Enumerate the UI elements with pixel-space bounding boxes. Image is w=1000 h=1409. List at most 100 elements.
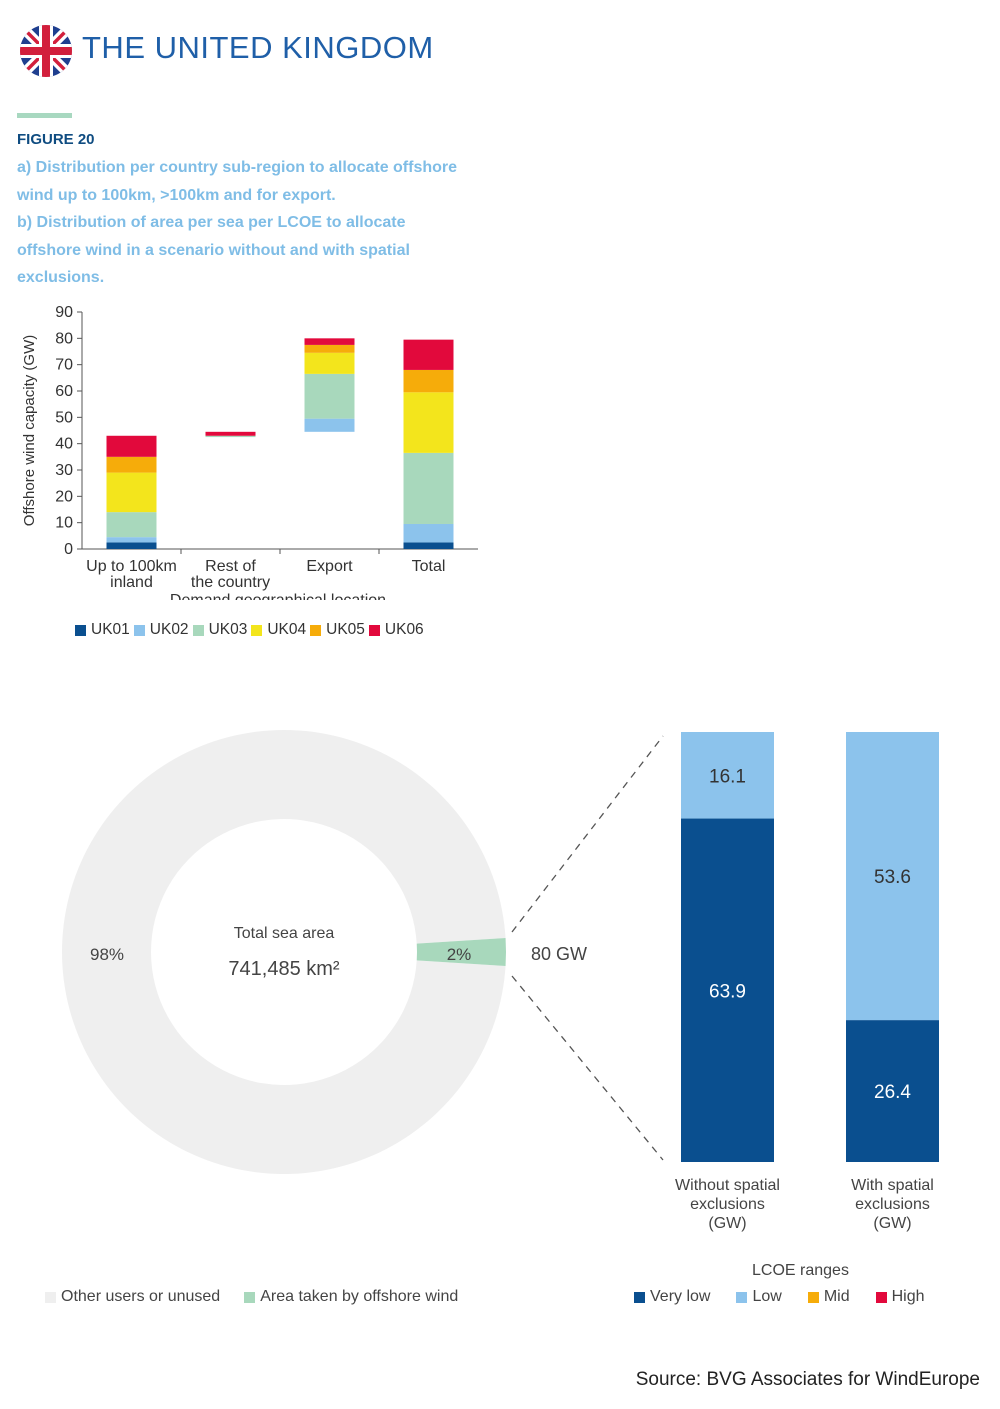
bar-segment-uk06 <box>304 338 355 345</box>
legend-label: UK02 <box>149 621 189 638</box>
caption-b-line: offshore wind in a scenario without and … <box>17 241 410 259</box>
legend-item-uk01: UK01 <box>75 621 130 639</box>
bar-segment-uk02 <box>106 537 157 543</box>
legend-item-low: Low <box>736 1288 782 1306</box>
accent-divider <box>17 113 72 118</box>
legend-item-uk05: UK05 <box>310 621 365 639</box>
legend-swatch <box>368 624 380 636</box>
legend-item-uk02: UK02 <box>133 621 189 639</box>
lcoe-data-label: 16.1 <box>709 766 746 787</box>
legend-item-uk06: UK06 <box>368 621 424 639</box>
legend-swatch <box>875 1291 887 1303</box>
caption-b-line: exclusions. <box>17 269 105 286</box>
legend-item-very-low: Very low <box>634 1288 710 1306</box>
legend-swatch <box>736 1291 748 1303</box>
lcoe-data-label: 63.9 <box>709 981 746 1002</box>
lcoe-data-label: 26.4 <box>874 1082 911 1103</box>
connector-line-bottom <box>511 975 664 1161</box>
legend-swatch <box>807 1291 819 1303</box>
y-tick-label: 70 <box>55 357 73 374</box>
lcoe-category-label: (GW) <box>873 1215 911 1232</box>
lcoe-bar-segment-low <box>681 732 774 819</box>
lcoe-legend: Very low Low Mid High <box>634 1288 925 1306</box>
donut-pct-offshore: 2% <box>447 945 472 964</box>
donut-slice-offshore <box>416 938 506 966</box>
x-tick-label: Total <box>412 558 446 575</box>
lcoe-category-label: Without spatial <box>675 1177 780 1194</box>
figure-label: FIGURE 20 <box>17 131 95 148</box>
bar-segment-uk02 <box>403 523 454 543</box>
donut-slice-other <box>61 730 506 1174</box>
y-tick-label: 20 <box>55 488 73 505</box>
x-tick-label: Export <box>306 558 353 575</box>
uk-flag-icon <box>20 25 72 77</box>
legend-swatch <box>45 1291 56 1303</box>
y-tick-label: 60 <box>55 383 73 400</box>
caption-b-line: b) Distribution of area per sea per LCOE… <box>17 214 406 231</box>
x-tick-label: the country <box>191 574 270 591</box>
legend-label: Other users or unused <box>61 1288 221 1305</box>
lcoe-bar-segment-low <box>846 732 939 1021</box>
legend-label: Mid <box>823 1288 850 1305</box>
legend-item-high: High <box>875 1288 925 1306</box>
legend-label: UK05 <box>326 621 365 638</box>
y-tick-label: 30 <box>55 462 73 479</box>
bar-segment-uk05 <box>106 456 157 473</box>
legend-label: Very low <box>650 1288 711 1305</box>
caption-a-line: wind up to 100km, >100km and for export. <box>17 186 336 204</box>
bar-segment-uk04 <box>403 392 454 453</box>
legend-label: UK04 <box>267 621 307 638</box>
capacity-callout: 80 GW <box>531 944 587 964</box>
y-tick-label: 90 <box>55 304 73 321</box>
bar-segment-uk02 <box>304 418 355 432</box>
x-tick-label: Rest of <box>205 558 256 575</box>
y-tick-label: 40 <box>55 436 73 453</box>
legend-swatch <box>75 624 86 636</box>
legend-item-offshore: Area taken by offshore wind <box>244 1288 458 1306</box>
legend-item-mid: Mid <box>807 1288 850 1306</box>
regions-legend: UK01 UK02 UK03 UK04 UK05 UK06 <box>75 621 428 639</box>
caption-b: b) Distribution of area per sea per LCOE… <box>17 209 487 292</box>
lcoe-data-label: 53.6 <box>874 867 911 888</box>
lcoe-category-label: With spatial <box>851 1177 934 1194</box>
legend-swatch <box>634 1291 645 1303</box>
bar-segment-uk01 <box>403 542 454 549</box>
legend-item-uk03: UK03 <box>192 621 247 639</box>
donut-pct-other: 98% <box>90 945 124 964</box>
bar-segment-uk03 <box>304 373 355 419</box>
bar-segment-uk05 <box>403 369 454 393</box>
lcoe-bar-segment-very-low <box>846 1020 939 1162</box>
bar-segment-uk06 <box>403 339 454 370</box>
legend-label: UK01 <box>91 621 130 638</box>
legend-swatch <box>244 1291 256 1303</box>
legend-label: Area taken by offshore wind <box>260 1288 459 1305</box>
caption-a-line: a) Distribution per country sub-region t… <box>17 159 458 176</box>
y-tick-label: 50 <box>55 409 73 426</box>
sea-area-donut-and-lcoe-bars: Total sea area 741,485 km² 98% 2% 80 GW 63.9 1… <box>61 730 939 1232</box>
lcoe-legend-title: LCOE ranges <box>752 1262 849 1279</box>
y-tick-label: 0 <box>64 541 73 558</box>
lcoe-bar-segment-very-low <box>681 818 774 1162</box>
legend-label: Low <box>752 1288 782 1305</box>
legend-item-other: Other users or unused <box>45 1288 220 1306</box>
legend-label: UK06 <box>384 621 424 638</box>
bar-segment-uk04 <box>106 472 157 513</box>
y-tick-label: 10 <box>55 515 73 532</box>
caption-a: a) Distribution per country sub-region t… <box>17 154 487 209</box>
y-axis-title: Offshore wind capacity (GW) <box>21 335 38 526</box>
bar-segment-uk03 <box>106 512 157 538</box>
x-tick-label: Up to 100km <box>86 558 177 575</box>
donut-legend: Other users or unused Area taken by offs… <box>45 1288 468 1306</box>
x-tick-label: inland <box>110 574 153 591</box>
lcoe-category-label: exclusions <box>690 1196 765 1213</box>
bar-segment-uk05 <box>304 344 355 353</box>
bar-segment-uk04 <box>304 352 355 374</box>
bar-segment-uk01 <box>106 542 157 549</box>
x-axis-title: Demand geographical location <box>170 592 386 600</box>
legend-label: High <box>891 1288 925 1305</box>
bar-segment-uk03 <box>205 435 256 438</box>
donut-center-label: Total sea area <box>234 925 335 942</box>
bar-segment-uk06 <box>205 431 256 436</box>
legend-item-uk04: UK04 <box>251 621 306 639</box>
